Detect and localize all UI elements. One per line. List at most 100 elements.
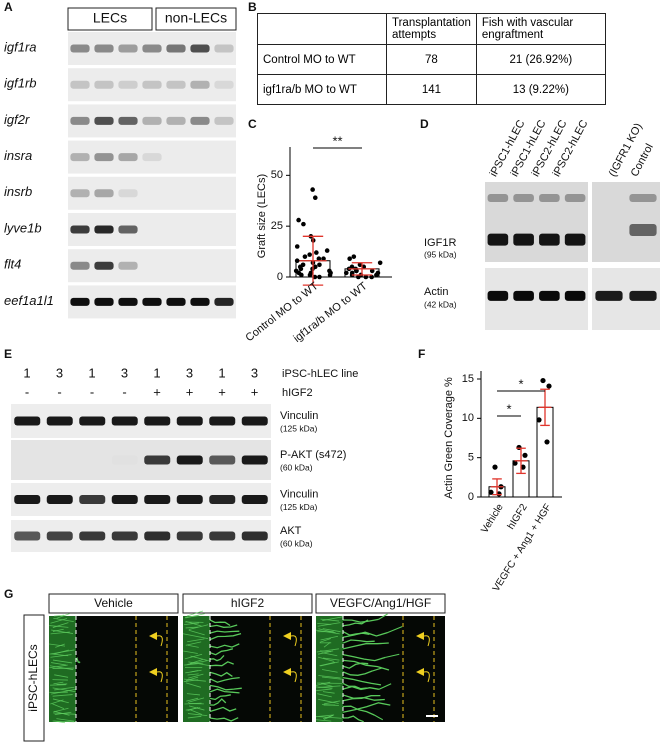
tissue-texture	[49, 665, 74, 671]
band	[111, 531, 138, 541]
tissue-texture	[187, 638, 205, 643]
band	[513, 194, 534, 202]
band	[70, 261, 90, 270]
header-cell: Transplantation attempts	[386, 13, 477, 45]
y-tick-label: 5	[468, 452, 474, 464]
data-point	[512, 460, 518, 466]
sprout	[342, 618, 379, 623]
band	[118, 44, 138, 53]
arrow	[149, 668, 157, 676]
band	[70, 153, 90, 162]
band	[214, 116, 234, 125]
gene-label: insra	[4, 148, 32, 163]
data-point	[347, 256, 352, 262]
data-point	[354, 268, 359, 274]
tissue-texture	[49, 625, 69, 628]
band-name: IGF1R	[424, 237, 456, 249]
band	[94, 225, 114, 234]
arrow-curve	[156, 635, 163, 647]
data-point	[307, 252, 312, 257]
tissue-texture	[187, 713, 208, 717]
data-point	[301, 221, 306, 227]
tissue-texture	[53, 617, 74, 623]
significance-label: *	[506, 401, 511, 416]
treatment-sign: +	[251, 384, 259, 399]
band	[111, 455, 138, 465]
band	[539, 290, 560, 301]
blot-name: AKT	[280, 525, 302, 537]
band	[176, 495, 203, 504]
tissue-texture	[188, 673, 204, 679]
row-label: iPSC-hLECs	[26, 644, 40, 711]
data-point	[296, 217, 301, 223]
band	[209, 416, 236, 426]
band	[118, 225, 138, 234]
tissue-texture	[318, 698, 339, 704]
tissue-texture	[188, 705, 205, 711]
tissue-texture	[51, 662, 67, 666]
sprout	[209, 648, 234, 656]
sprout	[342, 631, 388, 638]
gene-label: eef1a1l1	[4, 293, 54, 308]
band	[79, 495, 106, 504]
arrow-curve	[423, 671, 430, 683]
sprout-branch	[385, 653, 400, 658]
tissue-texture	[184, 678, 206, 682]
tissue-texture	[53, 681, 64, 685]
panel-label: B	[248, 0, 257, 14]
band	[564, 233, 586, 246]
tissue-texture	[321, 683, 333, 687]
band	[564, 290, 586, 301]
treatment-sign: -	[25, 384, 29, 399]
tissue-texture	[52, 687, 76, 693]
band	[94, 80, 114, 89]
band	[118, 116, 138, 125]
treatment-sign: +	[153, 384, 161, 399]
tissue-texture	[54, 674, 69, 678]
tissue-texture	[52, 622, 69, 628]
band	[214, 80, 234, 89]
vessel-tissue	[183, 616, 210, 722]
tissue-texture	[184, 662, 204, 666]
table-row: igf1ra/b MO to WT 141 13 (9.22%)	[257, 74, 606, 105]
tissue-texture	[185, 626, 199, 629]
sprout-branch	[378, 683, 392, 690]
tissue-texture	[50, 618, 68, 624]
band	[118, 80, 138, 89]
band	[144, 416, 171, 426]
band	[176, 416, 203, 426]
band	[142, 116, 162, 125]
line-number: 1	[153, 365, 160, 380]
tissue-texture	[190, 670, 199, 673]
data-point	[324, 248, 330, 253]
tissue-texture	[51, 688, 76, 695]
y-tick-label: 0	[277, 271, 283, 283]
condition-label: hIGF2	[231, 596, 265, 610]
tissue-texture	[52, 659, 73, 664]
condition-box	[182, 593, 313, 614]
band	[142, 44, 162, 53]
group-label: non-LECs	[165, 10, 227, 26]
sprout	[209, 661, 234, 667]
band	[111, 416, 138, 426]
data-point	[374, 272, 379, 278]
tissue-texture	[186, 610, 204, 617]
band-size: (42 kDa)	[424, 299, 457, 309]
tissue-texture	[317, 622, 341, 627]
sprout	[342, 653, 386, 662]
y-axis-label: Graft size (LECs)	[256, 174, 268, 258]
tissue-texture	[318, 675, 341, 679]
treatment-label: hIGF2	[282, 387, 313, 399]
tissue-texture	[184, 615, 199, 618]
arrow	[149, 632, 157, 640]
tissue-texture	[189, 659, 203, 665]
band	[70, 116, 90, 125]
line-number: 3	[56, 365, 63, 380]
data-point	[317, 274, 322, 280]
panel-label: D	[420, 117, 429, 131]
data-point	[310, 187, 315, 192]
panel-label: G	[4, 587, 13, 601]
data-point	[369, 274, 374, 280]
tissue-texture	[54, 720, 66, 724]
band	[142, 153, 162, 162]
